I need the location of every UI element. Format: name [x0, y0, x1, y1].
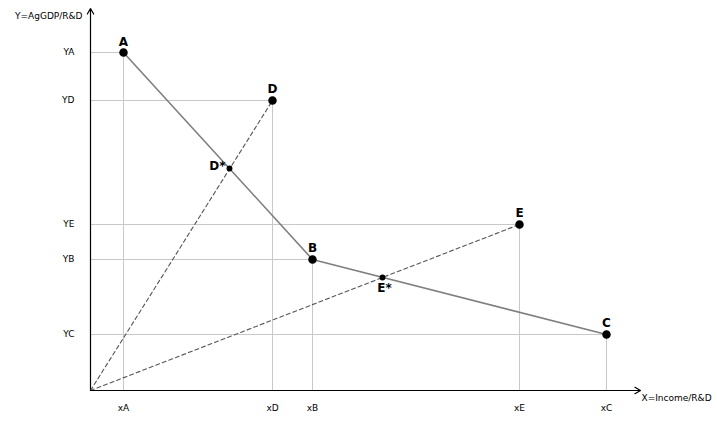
svg-text:YA: YA — [63, 47, 76, 57]
svg-text:D: D — [268, 82, 278, 96]
svg-text:YB: YB — [62, 254, 75, 264]
svg-text:E: E — [515, 206, 523, 220]
svg-text:A: A — [119, 35, 129, 49]
svg-text:xD: xD — [266, 403, 278, 413]
svg-text:YC: YC — [62, 329, 74, 339]
svg-text:C: C — [602, 316, 611, 330]
svg-text:D*: D* — [209, 159, 226, 173]
svg-text:xB: xB — [307, 403, 319, 413]
svg-text:YD: YD — [61, 95, 74, 105]
svg-text:YE: YE — [62, 219, 74, 229]
svg-text:B: B — [308, 241, 317, 255]
svg-text:xE: xE — [514, 403, 525, 413]
svg-text:Y=AgGDP/R&D: Y=AgGDP/R&D — [14, 11, 83, 21]
svg-text:xC: xC — [601, 403, 613, 413]
svg-text:X=Income/R&D: X=Income/R&D — [642, 393, 712, 403]
svg-text:E*: E* — [377, 281, 392, 295]
svg-text:xA: xA — [118, 403, 130, 413]
